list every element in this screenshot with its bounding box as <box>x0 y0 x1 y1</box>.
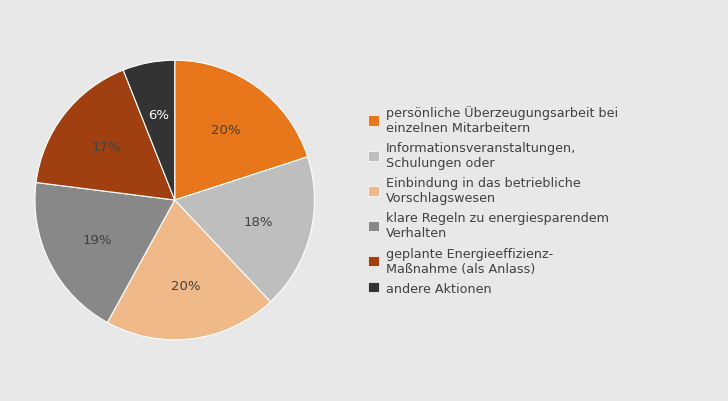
Text: 20%: 20% <box>211 124 240 137</box>
Text: 18%: 18% <box>244 215 274 229</box>
Wedge shape <box>108 200 270 340</box>
Wedge shape <box>36 71 175 200</box>
Text: 20%: 20% <box>171 280 200 293</box>
Text: 19%: 19% <box>83 233 112 246</box>
Wedge shape <box>175 158 314 302</box>
Wedge shape <box>123 61 175 200</box>
Wedge shape <box>175 61 308 200</box>
Text: 6%: 6% <box>148 109 169 122</box>
Wedge shape <box>35 183 175 323</box>
Text: 17%: 17% <box>92 141 121 154</box>
Legend: persönliche Überzeugungsarbeit bei
einzelnen Mitarbeitern, Informationsveranstal: persönliche Überzeugungsarbeit bei einze… <box>363 101 623 300</box>
